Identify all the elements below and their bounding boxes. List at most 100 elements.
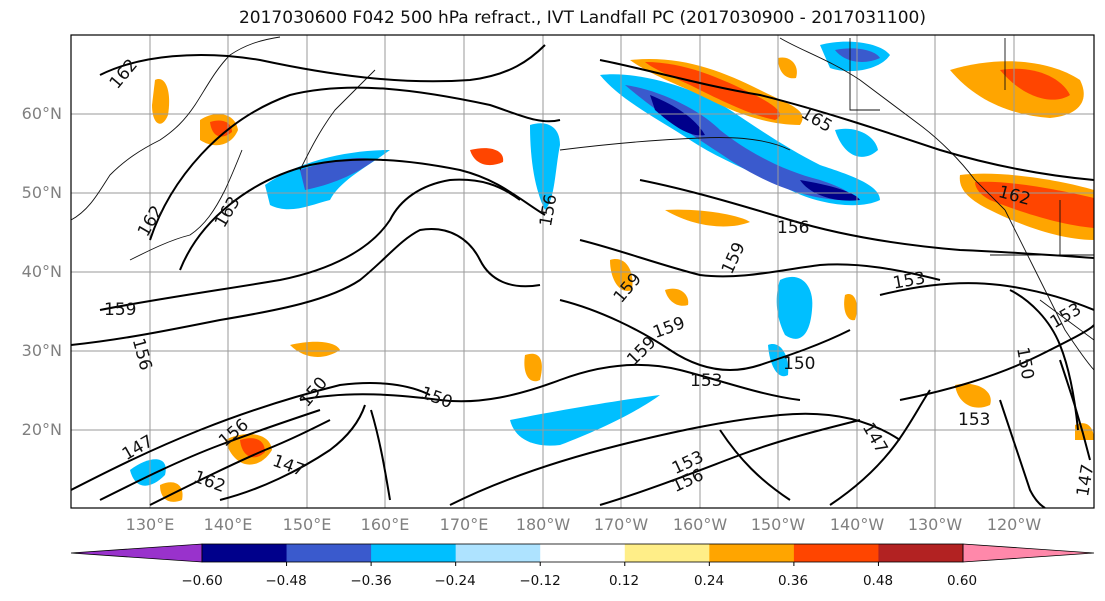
colorbar-extend-low: [70, 543, 203, 563]
contour-label: 150: [783, 354, 816, 374]
contour-line: [299, 363, 801, 403]
contour-line: [599, 59, 1094, 181]
contour-line: [99, 44, 546, 83]
colorbar: [70, 543, 1095, 566]
contour-line: [559, 299, 851, 371]
ivt-positive-region: [950, 61, 1084, 118]
ivt-negative-region: [800, 180, 860, 201]
contour-line: [639, 179, 1094, 259]
latitude-label: 30°N: [21, 341, 62, 360]
ivt-negative-region: [130, 459, 166, 486]
ivt-positive-region: [210, 120, 232, 137]
kamchatka-coastline: [299, 69, 376, 171]
contour-line: [579, 239, 941, 281]
contour-label: 153: [690, 371, 723, 391]
contour-line: [719, 429, 791, 501]
ivt-negative-region: [650, 95, 705, 136]
contour-label: 153: [958, 410, 991, 430]
longitude-label: 150°E: [282, 515, 332, 534]
colorbar-tick-label: −0.48: [265, 573, 307, 589]
contour-line: [999, 399, 1046, 508]
state-border: [1039, 299, 1094, 341]
colorbar-segment: [202, 544, 288, 562]
longitude-label: 160°W: [672, 515, 728, 534]
state-border: [849, 38, 880, 111]
contour-line: [899, 324, 1094, 401]
colorbar-segment: [455, 544, 541, 562]
ivt-positive-region: [524, 353, 542, 382]
contour-line: [179, 158, 546, 271]
contour-line: [71, 228, 541, 346]
contour-line: [71, 382, 431, 491]
ivt-positive-region: [778, 57, 797, 79]
colorbar-segment: [540, 544, 626, 562]
longitude-label: 160°E: [360, 515, 410, 534]
ivt-positive-region: [955, 383, 991, 408]
asia-coastline: [71, 36, 281, 221]
colorbar-tick-label: 0.12: [608, 573, 640, 589]
longitude-label: 180°W: [515, 515, 571, 534]
colorbar-segment: [371, 544, 457, 562]
colorbar-segment: [878, 544, 964, 562]
colorbar-tick-label: 0.24: [693, 573, 725, 589]
coastlines: [71, 36, 1094, 371]
longitude-label: 130°W: [907, 515, 963, 534]
refractivity-contours: [71, 44, 1094, 508]
longitude-label: 150°W: [750, 515, 806, 534]
ivt-positive-region: [645, 62, 780, 120]
colorbar-frame: [201, 543, 964, 563]
contour-line: [219, 404, 366, 501]
longitude-label: 170°W: [593, 515, 649, 534]
longitude-label: 140°E: [203, 515, 253, 534]
ivt-positive-region: [1000, 68, 1070, 100]
contour-label: 156: [777, 218, 810, 238]
graticule: [71, 35, 1094, 508]
contour-label: 159: [104, 300, 137, 320]
contour-line: [99, 409, 321, 501]
map-frame: [70, 34, 1095, 509]
contour-line: [370, 409, 391, 501]
contour-line: [1009, 289, 1079, 431]
contour-label: 150: [1012, 345, 1038, 382]
longitude-label: 170°E: [439, 515, 489, 534]
latitude-label: 20°N: [21, 420, 62, 439]
contour-line: [149, 419, 331, 506]
colorbar-extend-high: [962, 543, 1095, 563]
contour-line: [149, 86, 561, 241]
ivt-positive-region: [665, 288, 689, 306]
ivt-positive-region: [152, 79, 170, 124]
north-america-coastline: [1004, 209, 1094, 371]
contour-line: [99, 178, 521, 311]
colorbar-segment: [286, 544, 372, 562]
ivt-negative-region: [300, 158, 375, 190]
latitude-label: 50°N: [21, 183, 62, 202]
ivt-positive-region: [290, 341, 340, 357]
longitude-label: 120°W: [986, 515, 1042, 534]
alaska-coastline: [779, 37, 1006, 211]
colorbar-segment: [709, 544, 795, 562]
contour-line: [829, 389, 931, 506]
colorbar-segment: [624, 544, 710, 562]
colorbar-tick-label: −0.36: [350, 573, 392, 589]
map-title: 2017030600 F042 500 hPa refract., IVT La…: [238, 8, 926, 28]
colorbar-tick-label: −0.12: [519, 573, 561, 589]
ivt-positive-region: [844, 294, 857, 321]
aleutian-islands: [559, 137, 791, 151]
longitude-label: 130°E: [125, 515, 175, 534]
colorbar-tick-label: 0.60: [946, 573, 978, 589]
contour-line: [449, 412, 901, 506]
longitude-label: 140°W: [829, 515, 885, 534]
colorbar-tick-label: 0.48: [862, 573, 894, 589]
ivt-negative-region: [510, 395, 660, 446]
colorbar-segment: [793, 544, 879, 562]
ivt-positive-region: [470, 148, 504, 166]
ivt-positive-region: [665, 209, 750, 227]
contour-line: [879, 282, 1094, 311]
latitude-label: 40°N: [21, 262, 62, 281]
colorbar-tick-label: −0.24: [434, 573, 476, 589]
ivt-positive-region: [1075, 423, 1094, 440]
colorbar-tick-label: −0.60: [181, 573, 223, 589]
ivt-negative-region: [530, 123, 560, 210]
colorbar-tick-label: 0.36: [777, 573, 809, 589]
